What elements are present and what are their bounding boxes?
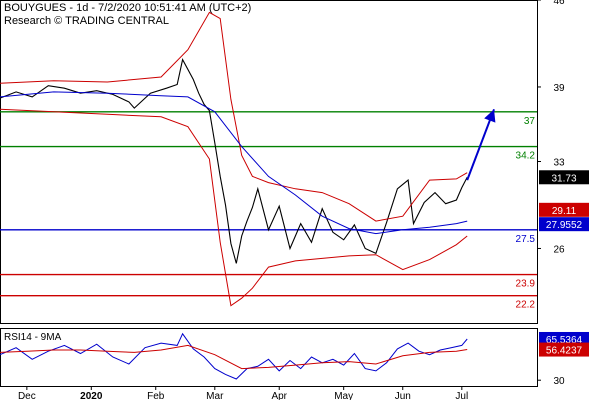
time-axis-label-6: Jun — [395, 391, 411, 400]
series-rsi-ma — [0, 344, 468, 370]
series-bollinger-lower — [0, 108, 468, 307]
price-axis-label-1: 33 — [553, 158, 565, 169]
series-price — [0, 58, 468, 264]
level-label-1: 34.2 — [516, 151, 536, 162]
chart-title: BOUYGUES - 1d - 7/2/2020 10:51:41 AM (UT… — [4, 2, 252, 14]
time-axis-label-5: May — [334, 391, 353, 400]
rsi-value-label-1: 56.4237 — [546, 346, 583, 357]
projection-arrow-line — [466, 108, 495, 181]
rsi-axis-label-0: 30 — [553, 376, 565, 387]
level-label-3: 23.9 — [516, 279, 536, 290]
level-label-0: 37 — [524, 116, 536, 127]
price-value-box-1 — [539, 202, 589, 217]
series-moving-average — [0, 91, 468, 235]
price-value-box-0 — [539, 170, 589, 185]
rsi-panel: RSI14 - 9MA — [0, 328, 538, 387]
price-axis-label-3: 46 — [553, 0, 565, 7]
time-axis-label-3: Mar — [206, 391, 224, 400]
price-value-box-2 — [539, 217, 589, 232]
price-axis-label-2: 39 — [553, 83, 565, 94]
axes: 26 33 39 46 30 31.73 29.11 27.9552 65.536456.423… — [18, 0, 589, 400]
rsi-panel-title: RSI14 - 9MA — [4, 332, 62, 343]
time-axis-label-7: Jul — [455, 391, 468, 400]
chart-source: Research © TRADING CENTRAL — [4, 15, 169, 27]
series-rsi — [0, 332, 468, 380]
rsi-value-box-1 — [539, 342, 589, 357]
time-axis-label-1: 2020 — [80, 391, 103, 400]
projection-arrow-head — [484, 109, 496, 123]
rsi-value-box-0 — [539, 331, 589, 346]
level-label-4: 22.2 — [516, 300, 536, 311]
time-axis-label-0: Dec — [18, 391, 36, 400]
price-value-label-1: 29.11 — [552, 206, 577, 217]
level-label-2: 27.5 — [516, 234, 536, 245]
price-value-label-2: 27.9552 — [546, 220, 583, 231]
price-value-label-0: 31.73 — [551, 173, 576, 184]
series-bollinger-upper — [0, 11, 468, 222]
rsi-panel-frame — [0, 328, 538, 387]
main-panel: 37 34.2 27.5 23.9 22.2 — [0, 0, 538, 324]
time-axis-label-4: Apr — [271, 391, 287, 400]
price-axis-label-0: 26 — [553, 244, 565, 255]
time-axis-label-2: Feb — [147, 391, 165, 400]
rsi-value-label-0: 65.5364 — [546, 335, 583, 346]
